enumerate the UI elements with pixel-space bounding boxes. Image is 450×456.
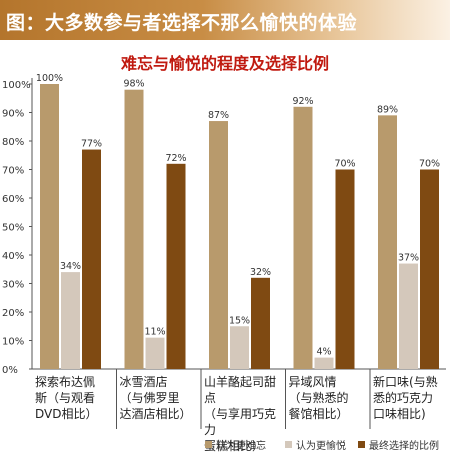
bar xyxy=(82,149,101,369)
y-tick-label: 60% xyxy=(2,194,24,205)
bar xyxy=(209,121,228,369)
bar xyxy=(293,106,313,370)
y-tick-label: 20% xyxy=(2,308,24,319)
category-label-line: （与佛罗里 xyxy=(119,391,180,405)
y-tick-label: 70% xyxy=(2,166,24,177)
category-label-line: 探索布达佩 xyxy=(35,375,96,389)
bar xyxy=(230,326,249,369)
data-label: 77% xyxy=(81,139,102,150)
bar xyxy=(335,169,355,369)
bar xyxy=(420,169,439,369)
data-label: 11% xyxy=(144,327,165,338)
bar xyxy=(399,263,418,369)
bar xyxy=(166,163,186,369)
data-label: 98% xyxy=(123,79,144,90)
category-label: 冰雪酒店 （与佛罗里达酒店相比） xyxy=(120,374,192,422)
bar xyxy=(251,277,270,369)
data-label: 32% xyxy=(250,267,271,278)
legend-label: 最终选择的比例 xyxy=(369,441,439,452)
category-label-line: 新口味(与熟 xyxy=(373,375,438,389)
category-label-line: 餐馆相比） xyxy=(288,407,349,421)
category-label-line: 达酒店相比） xyxy=(119,407,192,421)
data-label: 34% xyxy=(60,261,81,272)
header-banner: 图：大多数参与者选择不那么愉快的体验 xyxy=(0,0,450,40)
category-label: 探索布达佩斯（与观看 DVD相比） xyxy=(35,374,107,422)
figure-title: 图：大多数参与者选择不那么愉快的体验 xyxy=(6,12,358,34)
bar xyxy=(145,337,165,369)
data-label: 37% xyxy=(398,253,419,264)
y-tick-label: 0% xyxy=(2,365,18,376)
category-label: 异域风情 （与熟悉的餐馆相比） xyxy=(289,374,361,422)
data-label: 15% xyxy=(229,315,250,326)
legend-swatch xyxy=(285,441,292,448)
category-label-line: 悉的巧克力 xyxy=(373,391,434,405)
data-label: 70% xyxy=(419,159,440,170)
bar xyxy=(378,115,397,369)
y-tick-label: 50% xyxy=(2,223,24,234)
data-label: 100% xyxy=(36,73,63,84)
data-label: 70% xyxy=(334,159,355,170)
legend-item: 认为更愉悦 xyxy=(285,437,346,452)
category-label-line: 口味相比) xyxy=(373,407,426,421)
data-label: 92% xyxy=(292,96,313,107)
category-label-line: DVD相比） xyxy=(35,407,98,421)
legend-label: 认为更难忘 xyxy=(216,441,266,452)
category-label-line: 冰雪酒店 xyxy=(119,375,168,389)
chart-title: 难忘与愉悦的程度及选择比例 xyxy=(120,54,329,73)
bar xyxy=(40,84,59,369)
data-label: 87% xyxy=(208,110,229,121)
y-tick-label: 30% xyxy=(2,280,24,291)
category-label: 新口味(与熟 悉的巧克力口味相比) xyxy=(373,374,445,422)
legend-swatch xyxy=(205,441,212,448)
legend-label: 认为更愉悦 xyxy=(296,441,346,452)
bar xyxy=(124,89,144,369)
legend-item: 最终选择的比例 xyxy=(358,437,439,452)
category-label-line: 斯（与观看 xyxy=(35,391,96,405)
legend-item: 认为更难忘 xyxy=(205,437,266,452)
y-tick-label: 100% xyxy=(2,80,31,91)
category-label-line: （与享用巧克力 xyxy=(204,407,277,437)
data-label: 72% xyxy=(165,153,186,164)
bar xyxy=(314,357,334,369)
category-label-line: 山羊酪起司甜点 xyxy=(204,375,277,405)
category-label-line: 异域风情 xyxy=(288,375,337,389)
y-tick-label: 10% xyxy=(2,337,24,348)
data-label: 89% xyxy=(377,104,398,115)
bar xyxy=(61,272,80,369)
category-label: 山羊酪起司甜点 （与享用巧克力蛋糕相比） xyxy=(204,374,276,454)
category-label-line: （与熟悉的 xyxy=(288,391,349,405)
y-tick-label: 90% xyxy=(2,109,24,120)
y-tick-label: 80% xyxy=(2,137,24,148)
y-tick-label: 40% xyxy=(2,251,24,262)
data-label: 4% xyxy=(316,347,331,358)
legend-swatch xyxy=(358,441,365,448)
category-label-line: 蛋糕相比） xyxy=(204,439,265,453)
